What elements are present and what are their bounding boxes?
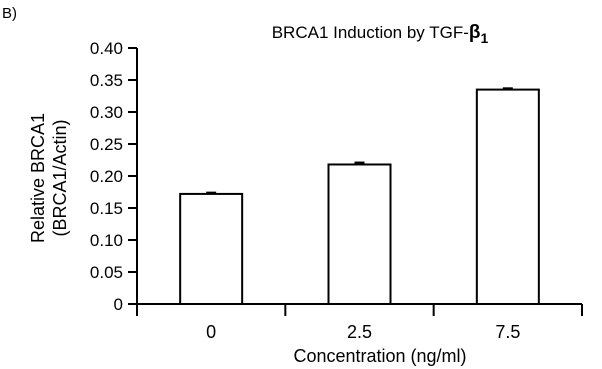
y-axis-title-line: (BRCA1/Actin) xyxy=(50,119,70,236)
chart-title-symbol: β xyxy=(469,22,481,43)
y-tick-label: 0.15 xyxy=(90,199,123,218)
y-tick-label: 0.25 xyxy=(90,135,123,154)
y-axis-title-line: Relative BRCA1 xyxy=(28,113,48,243)
x-axis-title: Concentration (ng/ml) xyxy=(293,346,466,366)
bar-0 xyxy=(179,192,244,305)
x-tick-label: 2.5 xyxy=(347,322,372,342)
y-axis-title: Relative BRCA1 (BRCA1/Actin) xyxy=(28,113,70,243)
y-tick-label: 0.10 xyxy=(90,231,123,250)
chart-title-subscript: 1 xyxy=(480,30,488,46)
y-tick-label: 0.30 xyxy=(90,103,123,122)
y-tick-label: 0.35 xyxy=(90,71,123,90)
panel-label: B) xyxy=(2,5,17,22)
y-tick-label: 0.40 xyxy=(90,39,123,58)
plot-area: 0 0.05 0.10 0.15 0.20 0.25 0.30 0.35 0.40 0 2.5 7.5 xyxy=(90,39,583,342)
bar-7.5 xyxy=(475,88,540,305)
chart-title-text: BRCA1 Induction by TGF- xyxy=(272,23,469,42)
bar-2.5 xyxy=(327,163,392,305)
y-tick-label: 0.05 xyxy=(90,263,123,282)
x-tick-label: 0 xyxy=(206,322,216,342)
y-tick-label: 0 xyxy=(114,295,123,314)
chart-title: BRCA1 Induction by TGF-β1 xyxy=(272,22,489,46)
x-tick-label: 7.5 xyxy=(495,322,520,342)
y-tick-label: 0.20 xyxy=(90,167,123,186)
